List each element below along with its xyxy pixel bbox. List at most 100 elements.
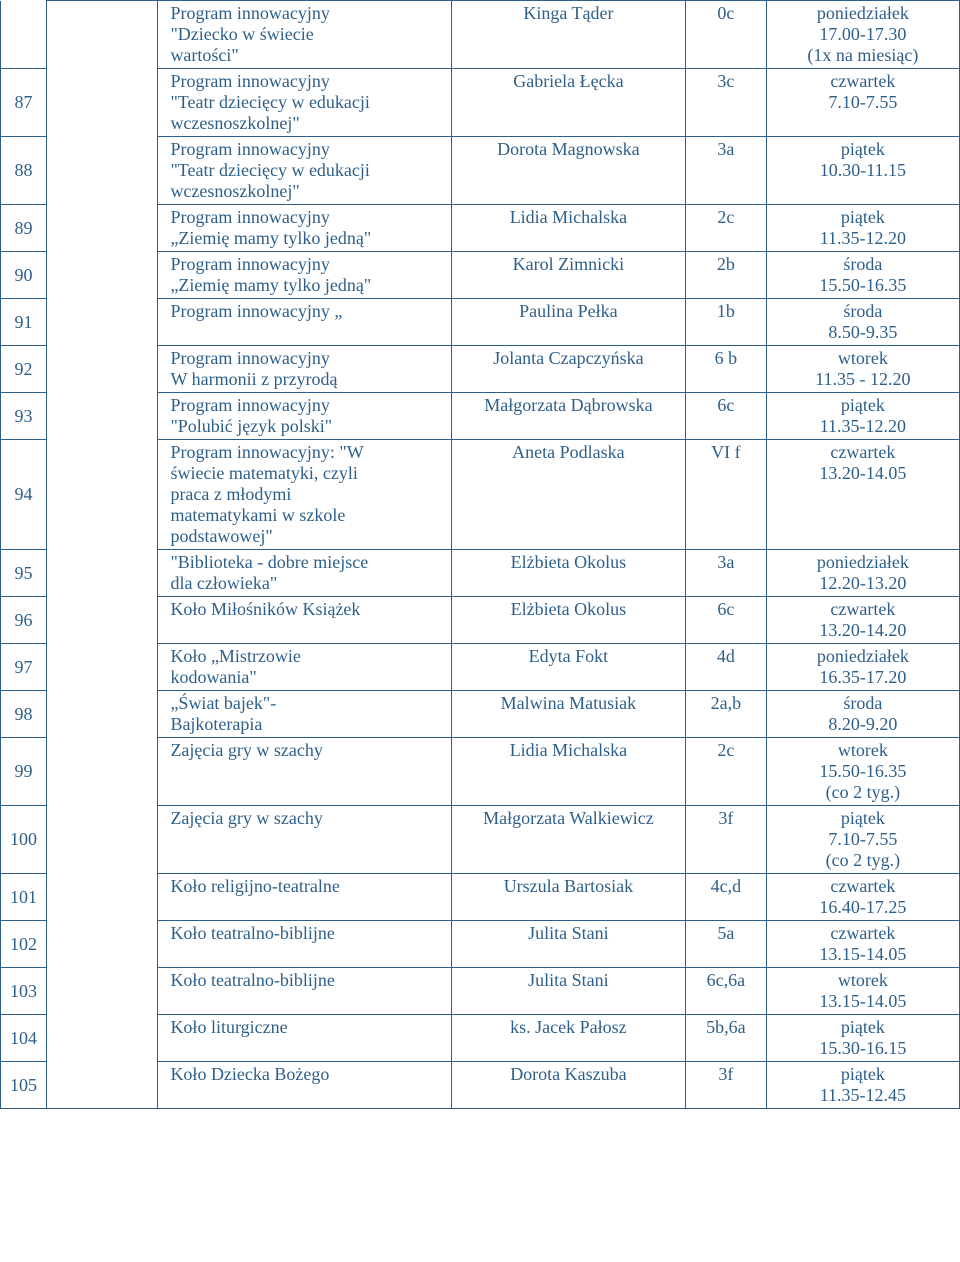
program-cell: Program innowacyjny: "W świecie matematy… [158,440,451,550]
spacer-cell [47,69,158,137]
teacher-cell: Małgorzata Walkiewicz [451,806,685,874]
program-cell: Koło teatralno-biblijne [158,921,451,968]
schedule-cell: czwartek 13.20-14.20 [766,597,959,644]
spacer-cell [47,346,158,393]
table-row: 101Koło religijno-teatralneUrszula Barto… [1,874,960,921]
teacher-cell: Edyta Fokt [451,644,685,691]
row-number: 105 [1,1062,47,1109]
teacher-cell: Małgorzata Dąbrowska [451,393,685,440]
schedule-cell: czwartek 13.20-14.05 [766,440,959,550]
class-cell: 3a [685,550,766,597]
teacher-cell: Dorota Kaszuba [451,1062,685,1109]
row-number: 104 [1,1015,47,1062]
class-cell: 3a [685,137,766,205]
class-cell: 4d [685,644,766,691]
class-cell: 2b [685,252,766,299]
class-cell: 6c [685,597,766,644]
row-number: 97 [1,644,47,691]
class-cell: 6c,6a [685,968,766,1015]
program-cell: „Świat bajek"- Bajkoterapia [158,691,451,738]
teacher-cell: Jolanta Czapczyńska [451,346,685,393]
schedule-cell: piątek 11.35-12.45 [766,1062,959,1109]
program-cell: Zajęcia gry w szachy [158,806,451,874]
program-cell: Program innowacyjny "Teatr dziecięcy w e… [158,137,451,205]
table-row: 87Program innowacyjny "Teatr dziecięcy w… [1,69,960,137]
schedule-cell: czwartek 13.15-14.05 [766,921,959,968]
row-number: 88 [1,137,47,205]
teacher-cell: Lidia Michalska [451,205,685,252]
program-cell: Koło teatralno-biblijne [158,968,451,1015]
class-cell: 2c [685,738,766,806]
table-row: 96Koło Miłośników KsiążekElżbieta Okolus… [1,597,960,644]
teacher-cell: Gabriela Łęcka [451,69,685,137]
schedule-cell: poniedziałek 17.00-17.30 (1x na miesiąc) [766,1,959,69]
schedule-cell: piątek 11.35-12.20 [766,393,959,440]
program-cell: "Biblioteka - dobre miejsce dla człowiek… [158,550,451,597]
class-cell: 3f [685,806,766,874]
class-cell: 1b [685,299,766,346]
spacer-cell [47,252,158,299]
class-cell: 4c,d [685,874,766,921]
class-cell: 5b,6a [685,1015,766,1062]
schedule-cell: środa 15.50-16.35 [766,252,959,299]
schedule-cell: czwartek 16.40-17.25 [766,874,959,921]
table-row: 99Zajęcia gry w szachyLidia Michalska2cw… [1,738,960,806]
program-cell: Koło Dziecka Bożego [158,1062,451,1109]
spacer-cell [47,205,158,252]
spacer-cell [47,806,158,874]
table-row: 92Program innowacyjny W harmonii z przyr… [1,346,960,393]
spacer-cell [47,1,158,69]
table-row: 97 Koło „Mistrzowie kodowania"Edyta Fokt4… [1,644,960,691]
teacher-cell: Elżbieta Okolus [451,550,685,597]
schedule-cell: wtorek 13.15-14.05 [766,968,959,1015]
spacer-cell [47,921,158,968]
program-cell: Program innowacyjny "Polubić język polsk… [158,393,451,440]
spacer-cell [47,1015,158,1062]
teacher-cell: Julita Stani [451,968,685,1015]
class-cell: 3c [685,69,766,137]
spacer-cell [47,644,158,691]
table-row: 90Program innowacyjny „Ziemię mamy tylko… [1,252,960,299]
table-row: 105 Koło Dziecka BożegoDorota Kaszuba3fpi… [1,1062,960,1109]
spacer-cell [47,738,158,806]
teacher-cell: Urszula Bartosiak [451,874,685,921]
spacer-cell [47,393,158,440]
schedule-cell: piątek 15.30-16.15 [766,1015,959,1062]
program-cell: Koło „Mistrzowie kodowania" [158,644,451,691]
program-cell: Program innowacyjny „ [158,299,451,346]
class-cell: 2c [685,205,766,252]
schedule-cell: wtorek 15.50-16.35 (co 2 tyg.) [766,738,959,806]
table-row: 103 Koło teatralno-biblijneJulita Stani6c… [1,968,960,1015]
schedule-cell: środa 8.50-9.35 [766,299,959,346]
schedule-table: Program innowacyjny "Dziecko w świecie w… [0,0,960,1109]
row-number: 93 [1,393,47,440]
schedule-cell: piątek 11.35-12.20 [766,205,959,252]
class-cell: 5a [685,921,766,968]
row-number: 98 [1,691,47,738]
table-row: 91Program innowacyjny „Paulina Pełka1bśr… [1,299,960,346]
schedule-cell: poniedziałek 16.35-17.20 [766,644,959,691]
schedule-cell: piątek 7.10-7.55 (co 2 tyg.) [766,806,959,874]
teacher-cell: Julita Stani [451,921,685,968]
class-cell: VI f [685,440,766,550]
row-number: 92 [1,346,47,393]
program-cell: Koło Miłośników Książek [158,597,451,644]
row-number: 95 [1,550,47,597]
table-row: 104Koło liturgiczneks. Jacek Pałosz5b,6a… [1,1015,960,1062]
class-cell: 3f [685,1062,766,1109]
teacher-cell: ks. Jacek Pałosz [451,1015,685,1062]
teacher-cell: Lidia Michalska [451,738,685,806]
row-number: 90 [1,252,47,299]
spacer-cell [47,874,158,921]
table-row: Program innowacyjny "Dziecko w świecie w… [1,1,960,69]
table-row: 98„Świat bajek"- BajkoterapiaMalwina Mat… [1,691,960,738]
table-row: 95 "Biblioteka - dobre miejsce dla człowi… [1,550,960,597]
row-number: 103 [1,968,47,1015]
schedule-table-body: Program innowacyjny "Dziecko w świecie w… [1,1,960,1109]
row-number: 94 [1,440,47,550]
class-cell: 2a,b [685,691,766,738]
table-row: 102Koło teatralno-biblijneJulita Stani5a… [1,921,960,968]
row-number [1,1,47,69]
teacher-cell: Kinga Tąder [451,1,685,69]
teacher-cell: Aneta Podlaska [451,440,685,550]
